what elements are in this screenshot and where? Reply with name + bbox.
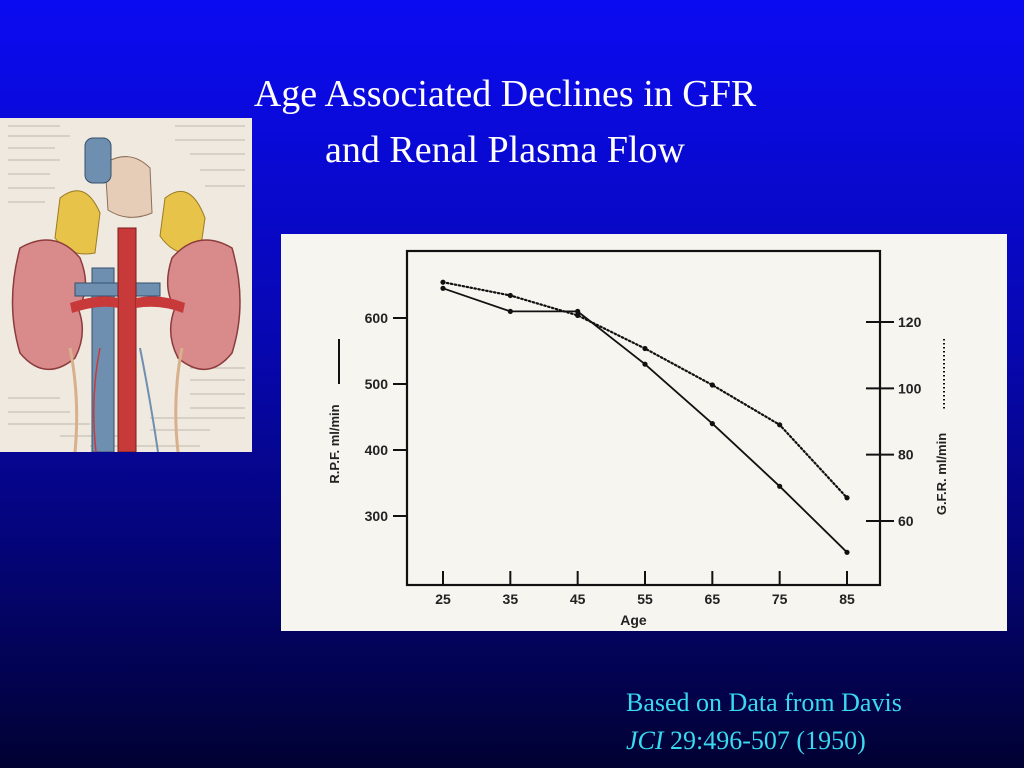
right-tick-label: 100 (898, 380, 922, 396)
chart-panel: 25 35 45 55 65 75 85 300 400 500 600 60 80 100 120 Age R… (281, 234, 1007, 631)
series-line (442, 287, 848, 553)
x-tick-label: 35 (503, 591, 519, 607)
data-point (777, 422, 783, 428)
data-point (709, 421, 715, 427)
series-line (441, 281, 849, 499)
data-point (575, 308, 581, 314)
left-tick-label: 400 (365, 442, 389, 458)
line-chart: 25 35 45 55 65 75 85 300 400 500 600 60 80 100 120 Age R… (327, 249, 949, 628)
citation: Based on Data from Davis JCI 29:496-507 … (626, 684, 902, 760)
data-point (709, 382, 715, 388)
citation-line-1: Based on Data from Davis (626, 688, 902, 717)
left-tick-label: 600 (365, 310, 389, 326)
title-line-1: Age Associated Declines in GFR (253, 73, 757, 115)
left-tick-label: 300 (365, 508, 389, 524)
citation-line-2: JCI 29:496-507 (1950) (626, 722, 902, 760)
right-tick-label: 80 (898, 447, 914, 463)
data-point (440, 279, 446, 285)
x-axis-label: Age (620, 612, 647, 628)
x-tick-label: 55 (637, 591, 653, 607)
data-point (507, 292, 513, 299)
right-tick-label: 60 (898, 513, 914, 529)
left-tick-label: 500 (365, 376, 389, 392)
x-tick-label: 85 (839, 591, 855, 607)
plot-frame (405, 249, 882, 587)
data-point (642, 361, 648, 367)
x-tick-label: 25 (435, 591, 451, 607)
data-point (642, 345, 648, 352)
citation-journal: JCI (626, 726, 664, 755)
right-tick-label: 120 (898, 314, 922, 330)
data-point (575, 312, 581, 318)
x-tick-label: 75 (772, 591, 788, 607)
citation-reference: 29:496-507 (1950) (663, 726, 866, 755)
left-axis-label: R.P.F. ml/min (327, 404, 342, 483)
data-point (440, 285, 446, 291)
title-line-2: and Renal Plasma Flow (325, 129, 685, 171)
data-point (777, 483, 783, 489)
x-tick-label: 45 (570, 591, 586, 607)
slide-title: Age Associated Declines in GFR and Renal… (150, 66, 860, 178)
kidney-anatomy-illustration (0, 118, 252, 452)
right-axis-label: G.F.R. ml/min (934, 433, 949, 515)
data-point (844, 549, 850, 555)
data-point (844, 495, 850, 501)
kidney-anatomy-drawing (0, 118, 252, 452)
x-tick-label: 65 (705, 591, 721, 607)
data-point (507, 308, 513, 314)
